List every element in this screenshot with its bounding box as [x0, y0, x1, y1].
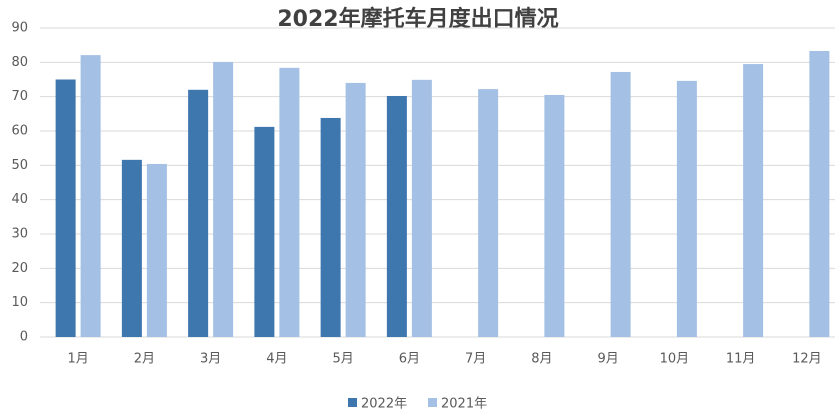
y-tick-label: 50 — [11, 158, 28, 173]
bar — [345, 82, 366, 337]
bar — [121, 159, 142, 337]
y-tick-label: 60 — [11, 124, 28, 139]
bar — [809, 51, 830, 338]
bar — [213, 61, 234, 338]
bar — [478, 89, 499, 337]
bar — [55, 79, 76, 337]
y-tick-label: 90 — [11, 21, 28, 36]
y-tick-label: 20 — [11, 261, 28, 276]
y-tick-label: 40 — [11, 192, 28, 207]
bar — [411, 79, 432, 338]
y-tick-label: 0 — [20, 330, 28, 345]
legend-label: 2021年 — [441, 397, 487, 412]
y-tick-label: 70 — [11, 89, 28, 104]
x-tick-label: 6月 — [399, 352, 420, 367]
x-tick-label: 11月 — [726, 352, 756, 367]
x-tick-label: 8月 — [531, 352, 552, 367]
x-tick-label: 10月 — [660, 352, 690, 367]
x-tick-label: 7月 — [465, 352, 486, 367]
bar — [146, 163, 167, 337]
x-tick-label: 5月 — [332, 352, 353, 367]
bar — [610, 71, 631, 338]
bar — [80, 55, 101, 338]
bar — [254, 126, 275, 337]
bar — [676, 80, 697, 337]
bar — [544, 94, 565, 337]
bar — [188, 89, 209, 337]
legend-swatch — [348, 398, 357, 407]
x-tick-label: 2月 — [134, 352, 155, 367]
legend-swatch — [428, 398, 437, 407]
y-tick-label: 10 — [11, 295, 28, 310]
x-tick-label: 4月 — [266, 352, 287, 367]
bar — [320, 117, 341, 337]
legend-label: 2022年 — [361, 397, 407, 412]
bar — [279, 67, 300, 338]
bar — [743, 64, 764, 338]
x-tick-label: 12月 — [792, 352, 822, 367]
y-tick-label: 30 — [11, 227, 28, 242]
y-tick-label: 80 — [11, 55, 28, 70]
bar — [386, 95, 407, 337]
x-tick-label: 9月 — [597, 352, 618, 367]
x-tick-label: 1月 — [67, 352, 88, 367]
x-tick-label: 3月 — [200, 352, 221, 367]
